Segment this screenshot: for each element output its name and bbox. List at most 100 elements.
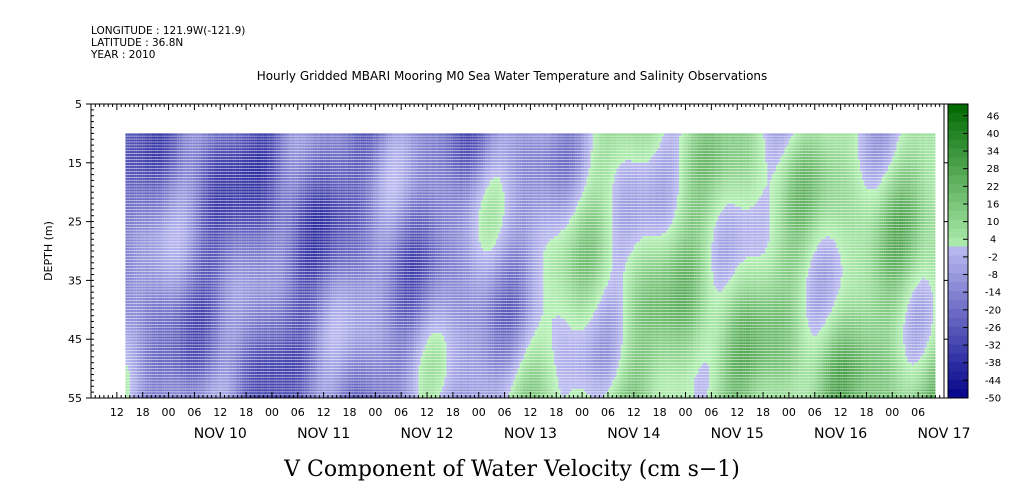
heatmap-cell xyxy=(166,268,169,272)
heatmap-cell xyxy=(220,139,223,142)
heatmap-cell xyxy=(228,195,232,198)
heatmap-cell xyxy=(198,215,201,219)
heatmap-cell xyxy=(170,180,173,183)
heatmap-cell xyxy=(134,183,137,186)
heatmap-cell xyxy=(157,259,160,263)
heatmap-cell xyxy=(233,383,236,386)
heatmap-cell xyxy=(159,374,163,377)
heatmap-cell xyxy=(142,215,145,219)
heatmap-cell xyxy=(142,212,145,216)
heatmap-cell xyxy=(226,224,229,227)
heatmap-cell xyxy=(172,353,176,357)
heatmap-cell xyxy=(194,362,197,366)
heatmap-cell xyxy=(159,289,163,292)
heatmap-cell xyxy=(166,265,169,269)
heatmap-cell xyxy=(153,292,156,295)
heatmap-cell xyxy=(144,165,148,169)
heatmap-cell xyxy=(196,377,199,380)
heatmap-cell xyxy=(157,292,160,295)
heatmap-cell xyxy=(183,251,186,254)
heatmap-cell xyxy=(215,256,219,260)
heatmap-cell xyxy=(144,227,148,230)
heatmap-cell xyxy=(177,374,180,377)
heatmap-cell xyxy=(194,192,197,195)
heatmap-cell xyxy=(166,245,169,248)
heatmap-cell xyxy=(205,186,208,189)
heatmap-cell xyxy=(235,298,238,301)
heatmap-cell xyxy=(237,271,240,275)
heatmap-cell xyxy=(177,265,180,269)
heatmap-cell xyxy=(127,280,130,283)
heatmap-cell xyxy=(192,148,195,151)
heatmap-cell xyxy=(203,192,206,195)
heatmap-cell xyxy=(155,271,158,275)
heatmap-cell xyxy=(224,139,227,142)
heatmap-cell xyxy=(172,336,176,339)
heatmap-cell xyxy=(183,274,186,277)
heatmap-cell xyxy=(166,189,169,192)
heatmap-cell xyxy=(127,139,130,142)
heatmap-cell xyxy=(187,395,191,398)
heatmap-cell xyxy=(237,306,240,310)
heatmap-cell xyxy=(207,201,210,204)
heatmap-cell xyxy=(134,345,137,348)
heatmap-cell xyxy=(192,286,195,289)
heatmap-cell xyxy=(177,136,180,139)
heatmap-cell xyxy=(134,324,137,327)
heatmap-cell xyxy=(203,353,206,357)
heatmap-cell xyxy=(207,192,210,195)
heatmap-cell xyxy=(142,348,145,351)
heatmap-cell xyxy=(179,153,182,157)
heatmap-cell xyxy=(129,280,132,283)
heatmap-cell xyxy=(170,171,173,175)
heatmap-cell xyxy=(170,324,173,327)
heatmap-cell xyxy=(175,306,178,310)
heatmap-cell xyxy=(226,221,229,225)
heatmap-cell xyxy=(205,218,208,222)
heatmap-cell xyxy=(168,309,171,313)
heatmap-cell xyxy=(175,192,178,195)
heatmap-cell xyxy=(175,315,178,319)
heatmap-cell xyxy=(239,221,242,225)
heatmap-cell xyxy=(192,245,195,248)
heatmap-cell xyxy=(233,289,236,292)
heatmap-cell xyxy=(203,233,206,236)
heatmap-cell xyxy=(209,274,212,277)
heatmap-cell xyxy=(215,362,219,366)
heatmap-cell xyxy=(157,245,160,248)
heatmap-cell xyxy=(177,309,180,313)
heatmap-cell xyxy=(159,218,163,222)
heatmap-cell xyxy=(203,186,206,189)
heatmap-cell xyxy=(187,236,191,239)
heatmap-cell xyxy=(243,183,247,186)
heatmap-cell xyxy=(185,336,188,339)
heatmap-cell xyxy=(185,212,188,216)
heatmap-cell xyxy=(175,206,178,210)
heatmap-cell xyxy=(222,139,225,142)
heatmap-cell xyxy=(142,195,145,198)
heatmap-cell xyxy=(129,324,132,327)
heatmap-cell xyxy=(159,177,163,180)
heatmap-cell xyxy=(226,289,229,292)
heatmap-cell xyxy=(151,321,154,325)
heatmap-cell xyxy=(237,142,240,145)
heatmap-cell xyxy=(149,159,152,163)
heatmap-cell xyxy=(224,300,227,304)
heatmap-cell xyxy=(181,151,184,154)
heatmap-cell xyxy=(175,330,178,333)
heatmap-cell xyxy=(140,156,143,160)
heatmap-cell xyxy=(222,303,225,307)
heatmap-cell xyxy=(179,239,182,242)
heatmap-cell xyxy=(187,386,191,389)
heatmap-cell xyxy=(231,180,234,183)
heatmap-cell xyxy=(153,171,156,175)
heatmap-cell xyxy=(157,383,160,386)
heatmap-cell xyxy=(213,303,216,307)
heatmap-cell xyxy=(131,145,135,148)
heatmap-cell xyxy=(177,239,180,242)
heatmap-cell xyxy=(190,327,193,330)
heatmap-cell xyxy=(157,162,160,166)
heatmap-cell xyxy=(147,333,150,336)
heatmap-cell xyxy=(239,133,242,136)
heatmap-cell xyxy=(203,248,206,251)
